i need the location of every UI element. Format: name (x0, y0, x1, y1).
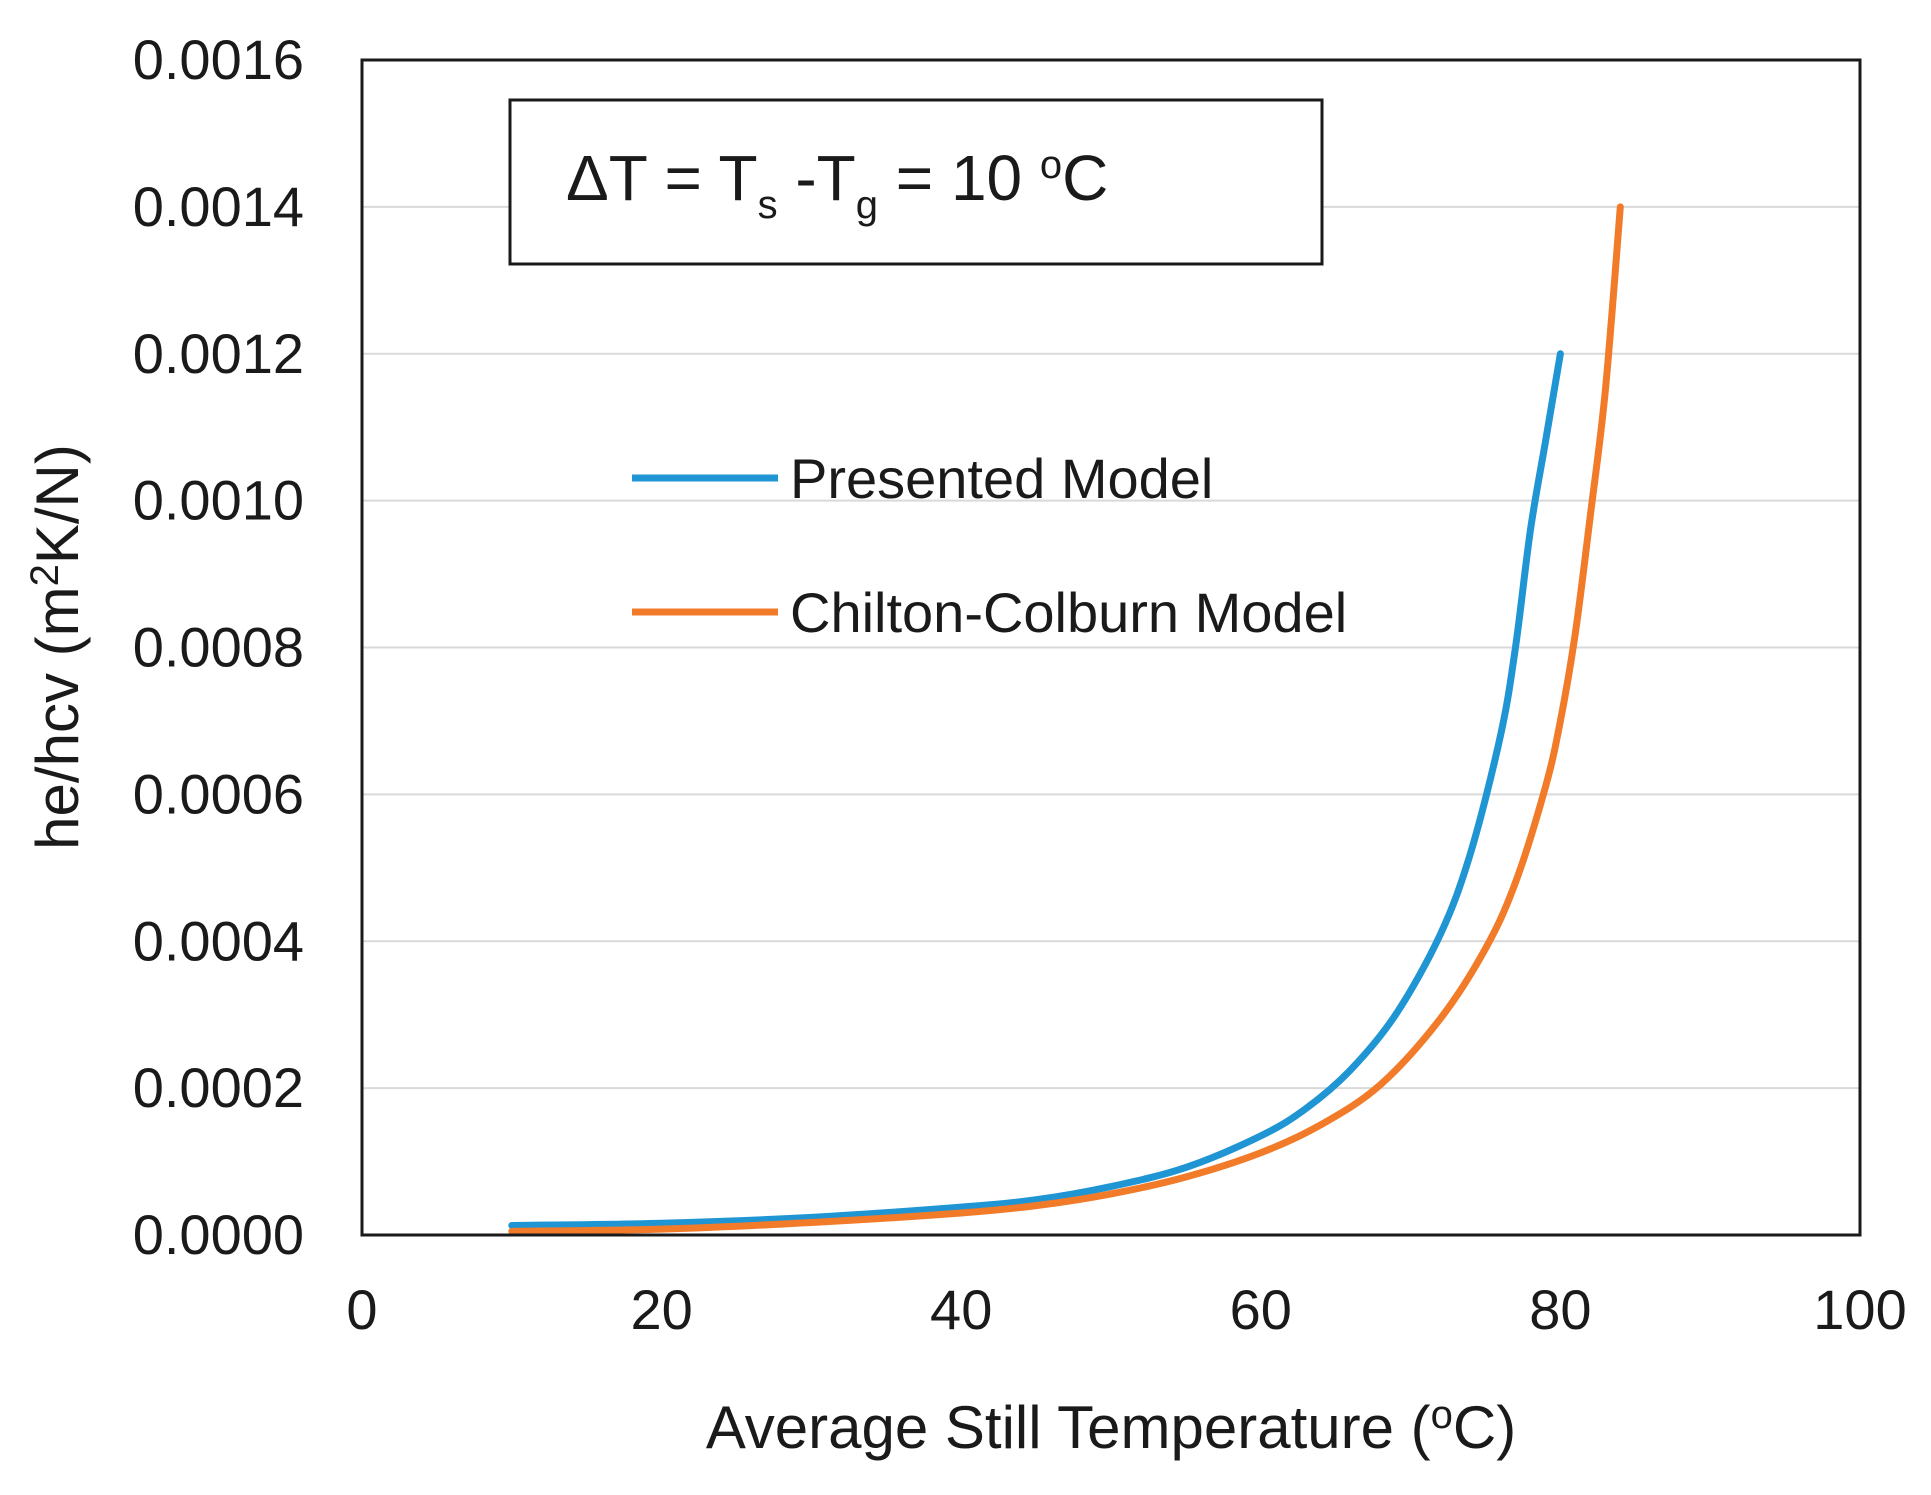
legend-item-presented: Presented Model (632, 447, 1213, 510)
annotation-text: ΔT = Ts -Tg = 10 oC (566, 142, 1108, 227)
annotation-frame (508, 98, 1324, 266)
y-tick-label: 0.0008 (133, 616, 304, 679)
x-tick-label: 80 (1529, 1278, 1591, 1341)
x-tick-label: 20 (630, 1278, 692, 1341)
y-tick-label: 0.0000 (133, 1203, 304, 1266)
y-tick-label: 0.0014 (133, 175, 304, 238)
y-tick-label: 0.0006 (133, 762, 304, 825)
x-tick-labels: 0 20 40 60 80 100 (346, 1278, 1906, 1341)
series-layer (508, 203, 1624, 1235)
legend: Presented Model Chilton-Colburn Model (632, 447, 1347, 644)
y-tick-label: 0.0010 (133, 469, 304, 532)
y-tick-label: 0.0002 (133, 1056, 304, 1119)
plot-frame (360, 58, 1862, 1237)
x-tick-label: 40 (930, 1278, 992, 1341)
x-tick-label: 0 (346, 1278, 377, 1341)
legend-label-presented: Presented Model (790, 447, 1213, 510)
y-tick-label: 0.0016 (133, 28, 304, 91)
y-tick-label: 0.0012 (133, 322, 304, 385)
annotation-box: ΔT = Ts -Tg = 10 oC (508, 98, 1324, 266)
x-tick-label: 100 (1813, 1278, 1906, 1341)
y-tick-label: 0.0004 (133, 909, 304, 972)
x-tick-label: 60 (1230, 1278, 1292, 1341)
series-line-presented (508, 350, 1564, 1229)
y-tick-labels: 0.0000 0.0002 0.0004 0.0006 0.0008 0.0010 0.00… (133, 28, 304, 1266)
legend-item-chilton-colburn: Chilton-Colburn Model (632, 581, 1347, 644)
legend-label-chilton-colburn: Chilton-Colburn Model (790, 581, 1347, 644)
series-line-chilton-colburn (508, 203, 1624, 1235)
x-axis-title: Average Still Temperature (oC) (706, 1393, 1516, 1461)
y-axis-title: he/hcv (m2K/N) (23, 444, 91, 850)
